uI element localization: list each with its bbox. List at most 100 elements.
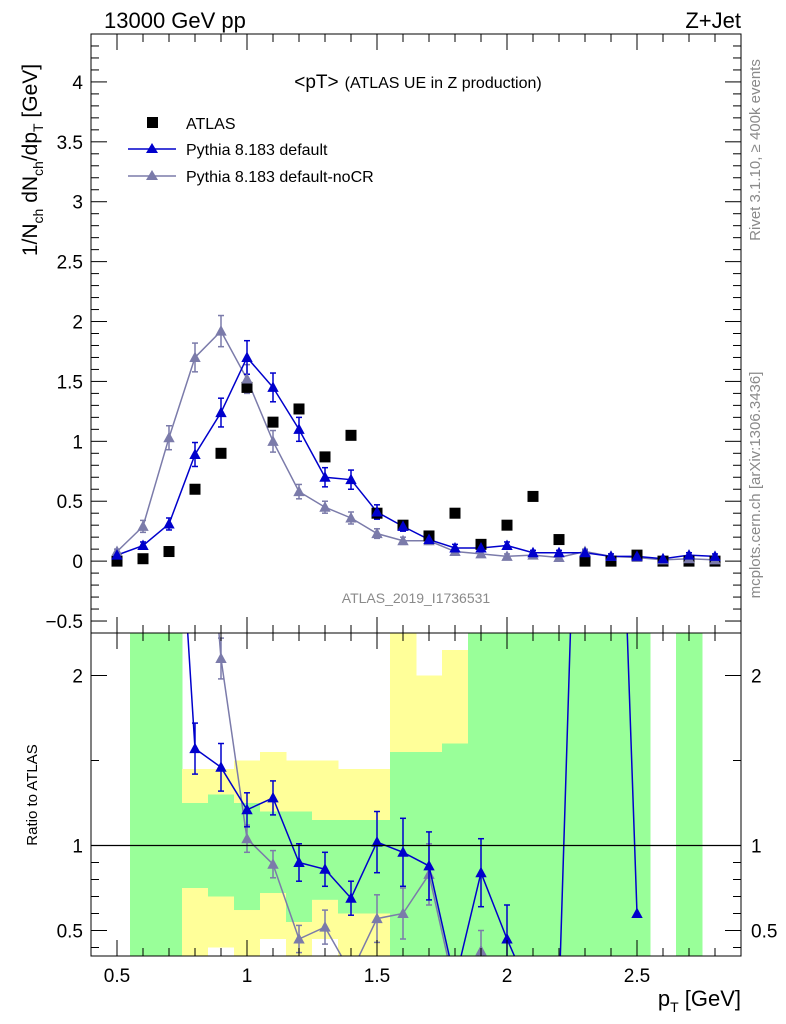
band-yellow-lower bbox=[208, 896, 235, 948]
ratio-ytick-label-left: 2 bbox=[72, 667, 83, 688]
ratio-default-point bbox=[189, 742, 201, 754]
legend-nocr-label: Pythia 8.183 default-noCR bbox=[186, 169, 374, 186]
atlas-point bbox=[267, 416, 279, 428]
band-yellow-lower bbox=[260, 893, 287, 939]
atlas-point bbox=[345, 429, 357, 441]
band-green bbox=[676, 633, 703, 956]
ratio-nocr-point bbox=[293, 933, 305, 944]
mcplots-label: mcplots.cern.ch [arXiv:1306.3436] bbox=[747, 372, 764, 599]
ratio-nocr-point bbox=[397, 907, 409, 918]
default-point bbox=[319, 471, 331, 482]
main-plot-area bbox=[111, 314, 721, 567]
ratio-bands bbox=[130, 633, 703, 956]
band-green bbox=[520, 633, 547, 956]
nocr-point bbox=[215, 325, 227, 336]
ratio-default-point bbox=[215, 761, 227, 772]
default-line bbox=[116, 356, 716, 560]
ratio-nocr-point bbox=[371, 912, 383, 924]
default-point bbox=[111, 549, 123, 560]
default-point bbox=[189, 448, 201, 459]
main-ytick-label: 4 bbox=[72, 73, 83, 94]
main-title: <pT> (ATLAS UE in Z production) bbox=[294, 72, 541, 93]
nocr-point bbox=[345, 511, 357, 523]
y-axis-label: 1/Nch dNch/dpT [GeV] bbox=[19, 64, 46, 256]
band-green bbox=[572, 633, 599, 956]
legend-default-marker bbox=[146, 143, 158, 153]
ratio-axes: 0.5 0.5 1 1 2 2 0.5 1 1.5 2 2.5 bbox=[57, 633, 777, 987]
default-point bbox=[137, 539, 149, 551]
ratio-default-point bbox=[293, 856, 305, 867]
default-point bbox=[215, 406, 227, 418]
main-title-main: <pT> bbox=[294, 72, 338, 93]
band-green bbox=[130, 633, 157, 956]
main-ytick-label: 1 bbox=[72, 432, 83, 453]
ratio-series-group bbox=[186, 633, 643, 956]
ratio-frame bbox=[90, 632, 742, 957]
ratio-nocr-point bbox=[319, 921, 331, 932]
rivet-label: Rivet 3.1.10, ≥ 400k events bbox=[747, 59, 764, 241]
ratio-ytick-label-right: 1 bbox=[751, 837, 762, 858]
default-point bbox=[449, 541, 461, 553]
legend-atlas-label: ATLAS bbox=[186, 116, 236, 133]
default-point bbox=[579, 546, 591, 558]
atlas-point bbox=[215, 447, 227, 459]
nocr-line bbox=[116, 329, 716, 561]
atlas-point bbox=[553, 534, 565, 546]
ratio-default-point bbox=[631, 907, 643, 918]
ratio-default-point bbox=[371, 836, 383, 847]
main-title-sub: (ATLAS UE in Z production) bbox=[345, 75, 542, 92]
atlas-point bbox=[579, 555, 591, 567]
default-point bbox=[657, 552, 669, 564]
atlas-point bbox=[527, 490, 539, 502]
ratio-default-point bbox=[241, 803, 253, 815]
ratio-nocr-point bbox=[241, 832, 253, 844]
main-ytick-label: 2 bbox=[72, 313, 83, 334]
main-ytick-label: 3.5 bbox=[57, 133, 83, 154]
band-green bbox=[156, 633, 183, 956]
ratio-default-point bbox=[501, 933, 513, 944]
atlas-point bbox=[605, 555, 617, 567]
ratio-plot-area bbox=[186, 633, 643, 956]
band-yellow-lower bbox=[182, 888, 209, 956]
default-point bbox=[293, 423, 305, 434]
ratio-ytick-label-left: 1 bbox=[72, 837, 83, 858]
nocr-point bbox=[501, 550, 513, 561]
ratio-default-point bbox=[475, 866, 487, 878]
nocr-point bbox=[475, 547, 487, 559]
atlas-point bbox=[449, 507, 461, 519]
ratio-default-point bbox=[267, 791, 279, 803]
atlas-point bbox=[163, 546, 175, 558]
nocr-point bbox=[163, 431, 175, 443]
atlas-point bbox=[189, 483, 201, 495]
atlas-point bbox=[111, 555, 123, 567]
band-gap bbox=[260, 939, 287, 956]
main-ytick-label: 3 bbox=[72, 193, 83, 214]
default-point bbox=[605, 550, 617, 561]
ratio-xtick-label: 2.5 bbox=[624, 966, 650, 987]
atlas-point bbox=[241, 381, 253, 393]
main-ytick-label: 2.5 bbox=[57, 253, 83, 274]
ratio-ytick-label-right: 2 bbox=[751, 667, 762, 688]
band-green bbox=[598, 633, 625, 956]
nocr-point bbox=[293, 485, 305, 497]
atlas-point bbox=[293, 403, 305, 415]
band-green bbox=[494, 633, 521, 956]
main-ytick-label: 1.5 bbox=[57, 372, 83, 393]
main-ytick-label: 0 bbox=[72, 552, 83, 573]
nocr-point bbox=[267, 435, 279, 446]
header-right: Z+Jet bbox=[685, 8, 741, 33]
ratio-xtick-label: 1.5 bbox=[364, 966, 390, 987]
default-point bbox=[241, 351, 253, 362]
legend-default-label: Pythia 8.183 default bbox=[186, 142, 328, 159]
analysis-watermark: ATLAS_2019_I1736531 bbox=[342, 590, 491, 606]
ratio-ytick-label-left: 0.5 bbox=[57, 922, 83, 943]
band-green bbox=[442, 743, 469, 956]
default-point bbox=[709, 550, 721, 561]
ratio-ytick-label-right: 0.5 bbox=[751, 922, 777, 943]
atlas-point bbox=[501, 519, 513, 531]
ratio-xtick-label: 0.5 bbox=[104, 966, 130, 987]
ratio-y-label: Ratio to ATLAS bbox=[24, 744, 41, 845]
nocr-point bbox=[371, 527, 383, 539]
ratio-default-point bbox=[423, 859, 435, 871]
default-point bbox=[371, 506, 383, 517]
